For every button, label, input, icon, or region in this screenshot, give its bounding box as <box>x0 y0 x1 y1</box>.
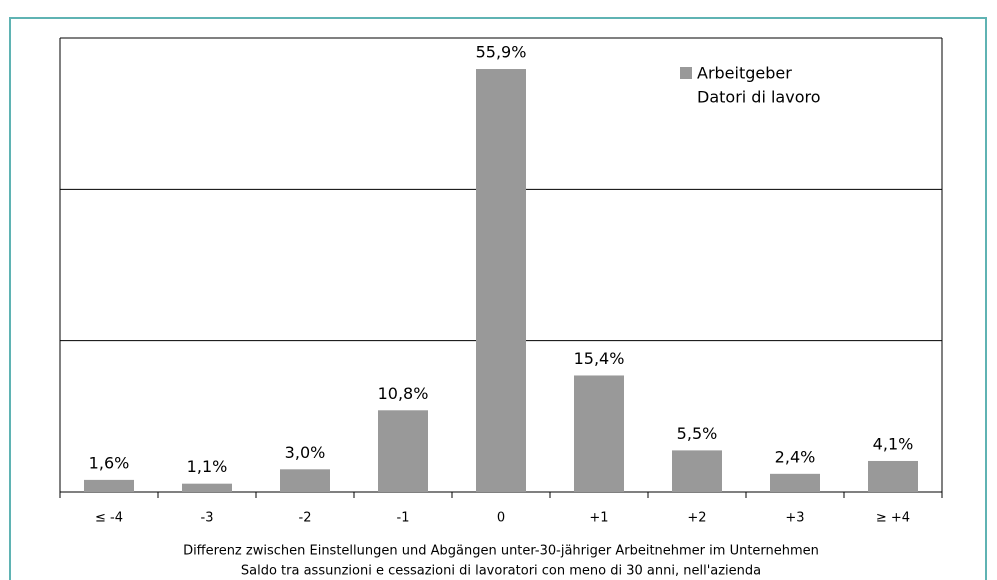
value-label: 4,1% <box>873 434 914 453</box>
x-tick-label: ≥ +4 <box>876 511 910 526</box>
x-tick-label: -2 <box>299 511 312 526</box>
bar <box>574 375 624 492</box>
bar <box>672 450 722 492</box>
x-tick-label: +3 <box>785 511 804 526</box>
bar <box>868 460 918 492</box>
x-axis-title: Differenz zwischen Einstellungen und Abg… <box>183 544 819 559</box>
value-label: 1,1% <box>187 457 228 476</box>
value-label: 2,4% <box>775 447 816 466</box>
value-label: 15,4% <box>574 349 625 368</box>
x-tick-label: -1 <box>397 511 410 526</box>
value-label: 1,6% <box>89 453 130 472</box>
bar <box>84 479 134 492</box>
legend-label: Datori di lavoro <box>697 88 821 107</box>
bar <box>280 469 330 492</box>
legend-label: Arbeitgeber <box>697 64 792 83</box>
bar <box>770 473 820 492</box>
x-tick-label: -3 <box>201 511 214 526</box>
x-tick-label: +1 <box>589 511 608 526</box>
value-label: 55,9% <box>476 43 527 62</box>
bar <box>182 483 232 492</box>
value-label: 5,5% <box>677 424 718 443</box>
x-axis-title: Saldo tra assunzioni e cessazioni di lav… <box>241 564 761 579</box>
legend-swatch <box>680 67 692 79</box>
x-tick-label: 0 <box>497 511 505 526</box>
bar <box>476 69 526 493</box>
value-label: 3,0% <box>285 443 326 462</box>
x-tick-label: ≤ -4 <box>95 511 123 526</box>
bar <box>378 410 428 492</box>
x-tick-label: +2 <box>687 511 706 526</box>
frame <box>9 17 987 580</box>
value-label: 10,8% <box>378 384 429 403</box>
